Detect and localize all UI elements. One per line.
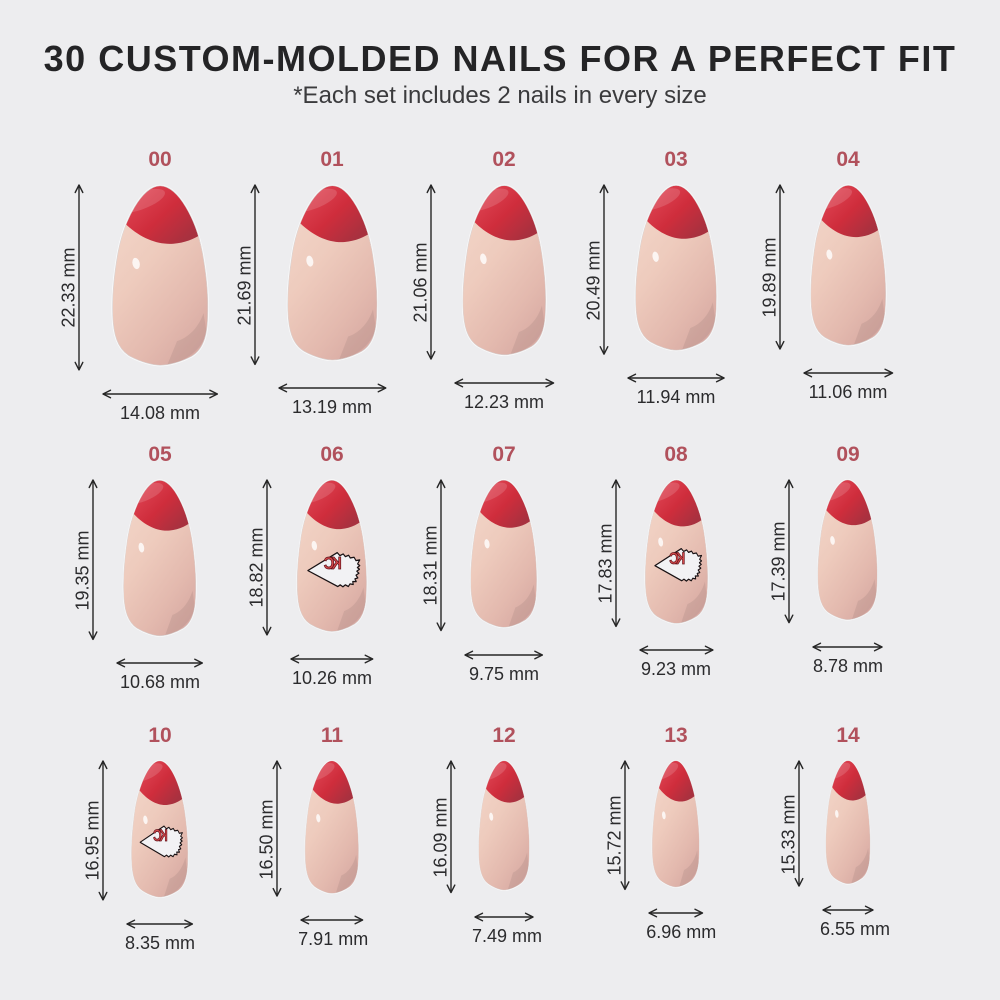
svg-text:C: C bbox=[669, 550, 679, 569]
svg-text:C: C bbox=[324, 554, 335, 574]
svg-text:C: C bbox=[153, 827, 162, 845]
